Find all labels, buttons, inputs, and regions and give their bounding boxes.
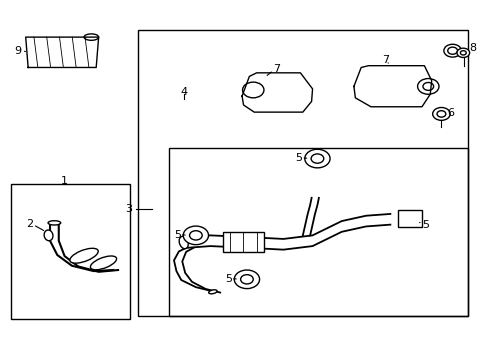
- Text: 2: 2: [26, 219, 33, 229]
- Circle shape: [189, 231, 202, 240]
- Text: 4: 4: [180, 87, 187, 98]
- Ellipse shape: [84, 34, 99, 40]
- Text: 9: 9: [14, 46, 21, 56]
- Circle shape: [304, 149, 329, 168]
- Text: 5: 5: [295, 153, 302, 163]
- Text: 5: 5: [421, 220, 428, 230]
- Bar: [222, 232, 264, 252]
- Polygon shape: [242, 73, 312, 112]
- Circle shape: [242, 82, 264, 98]
- Text: 5: 5: [224, 274, 231, 284]
- Circle shape: [310, 154, 323, 163]
- Circle shape: [443, 44, 460, 57]
- Text: 7: 7: [273, 64, 280, 74]
- Bar: [397, 210, 421, 227]
- Circle shape: [456, 48, 468, 58]
- Polygon shape: [353, 66, 431, 107]
- Text: 6: 6: [447, 108, 454, 118]
- Ellipse shape: [90, 256, 116, 270]
- Ellipse shape: [70, 248, 98, 263]
- Ellipse shape: [208, 290, 217, 294]
- Bar: [11, 184, 130, 319]
- Circle shape: [459, 51, 465, 55]
- Circle shape: [447, 47, 457, 54]
- Bar: [137, 30, 467, 316]
- Circle shape: [417, 78, 438, 94]
- Ellipse shape: [179, 236, 188, 249]
- Text: 7: 7: [381, 55, 388, 65]
- Text: 5: 5: [174, 230, 181, 240]
- Circle shape: [422, 82, 433, 90]
- Text: 3: 3: [125, 203, 132, 213]
- Ellipse shape: [44, 230, 53, 241]
- Circle shape: [436, 111, 445, 117]
- Bar: [169, 148, 467, 316]
- Circle shape: [432, 108, 449, 120]
- Polygon shape: [26, 37, 99, 67]
- Circle shape: [183, 226, 208, 245]
- Circle shape: [240, 275, 253, 284]
- Circle shape: [234, 270, 259, 289]
- Text: 1: 1: [61, 176, 68, 186]
- Ellipse shape: [48, 221, 61, 225]
- Text: 8: 8: [468, 43, 476, 53]
